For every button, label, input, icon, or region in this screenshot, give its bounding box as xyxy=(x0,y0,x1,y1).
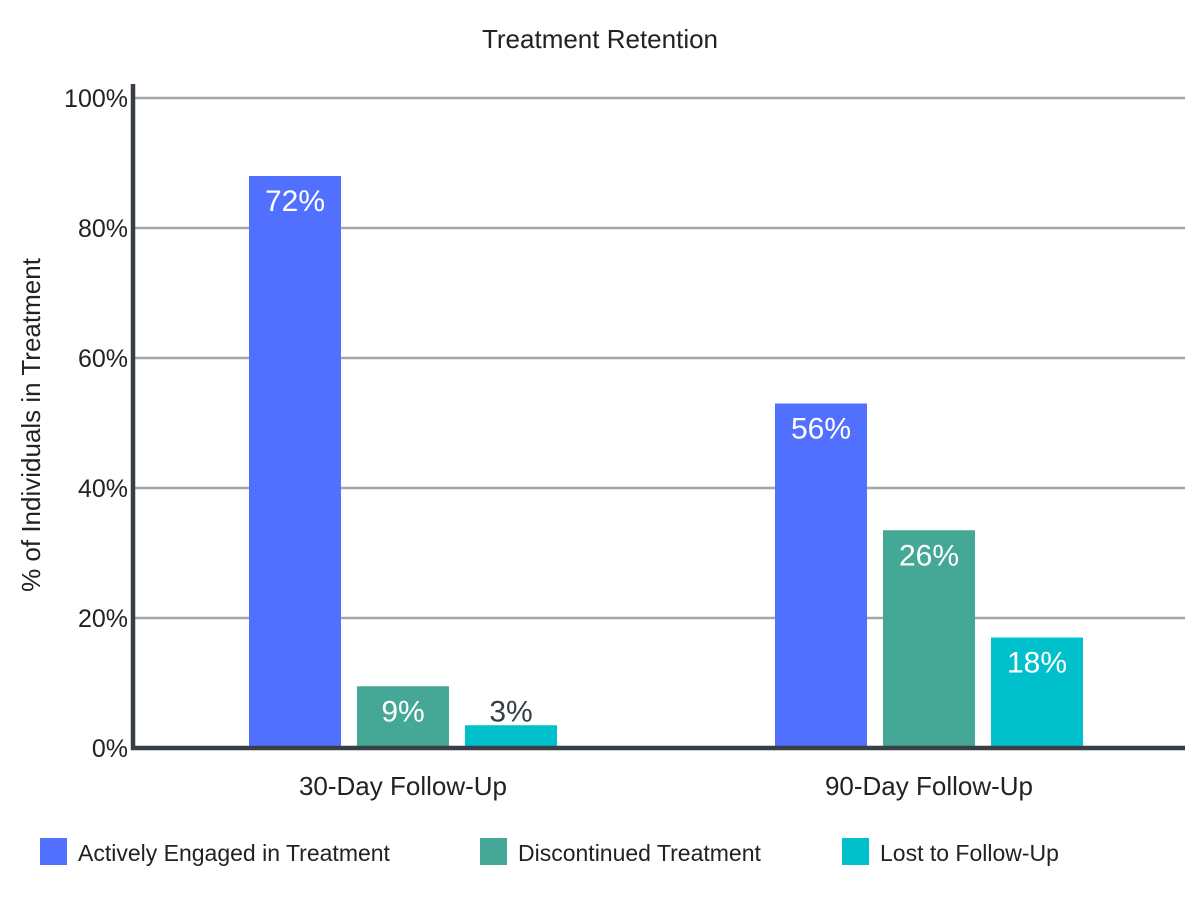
bar xyxy=(465,725,557,748)
y-tick-label: 100% xyxy=(64,85,128,113)
legend-label: Actively Engaged in Treatment xyxy=(78,840,391,866)
data-label: 9% xyxy=(381,695,424,728)
data-label: 3% xyxy=(489,695,532,728)
data-labels: 72% 9% 3% 56% 26% 18% xyxy=(265,185,1067,728)
data-label: 56% xyxy=(791,413,851,446)
y-axis-ticks: 0% 20% 40% 60% 80% 100% xyxy=(64,85,128,763)
data-label: 18% xyxy=(1007,647,1067,680)
bar xyxy=(249,176,341,748)
category-label: 30-Day Follow-Up xyxy=(299,771,507,801)
x-axis-categories: 30-Day Follow-Up 90-Day Follow-Up xyxy=(299,771,1033,801)
legend-label: Lost to Follow-Up xyxy=(880,840,1059,866)
axes xyxy=(130,84,1185,751)
bar xyxy=(357,686,449,748)
y-tick-label: 80% xyxy=(78,215,128,243)
legend-swatch xyxy=(40,838,67,865)
legend-swatch xyxy=(842,838,869,865)
bars xyxy=(249,176,1083,748)
legend-label: Discontinued Treatment xyxy=(518,840,762,866)
y-axis-label: % of Individuals in Treatment xyxy=(16,257,46,592)
chart-title: Treatment Retention xyxy=(482,24,718,54)
y-tick-label: 0% xyxy=(92,735,128,763)
bar xyxy=(883,530,975,748)
data-label: 72% xyxy=(265,185,325,218)
legend-swatch xyxy=(480,838,507,865)
legend: Actively Engaged in Treatment Discontinue… xyxy=(40,838,1059,866)
category-label: 90-Day Follow-Up xyxy=(825,771,1033,801)
y-tick-label: 60% xyxy=(78,345,128,373)
y-tick-label: 20% xyxy=(78,605,128,633)
data-label: 26% xyxy=(899,539,959,572)
bar xyxy=(991,637,1083,748)
bar xyxy=(775,403,867,748)
y-tick-label: 40% xyxy=(78,475,128,503)
